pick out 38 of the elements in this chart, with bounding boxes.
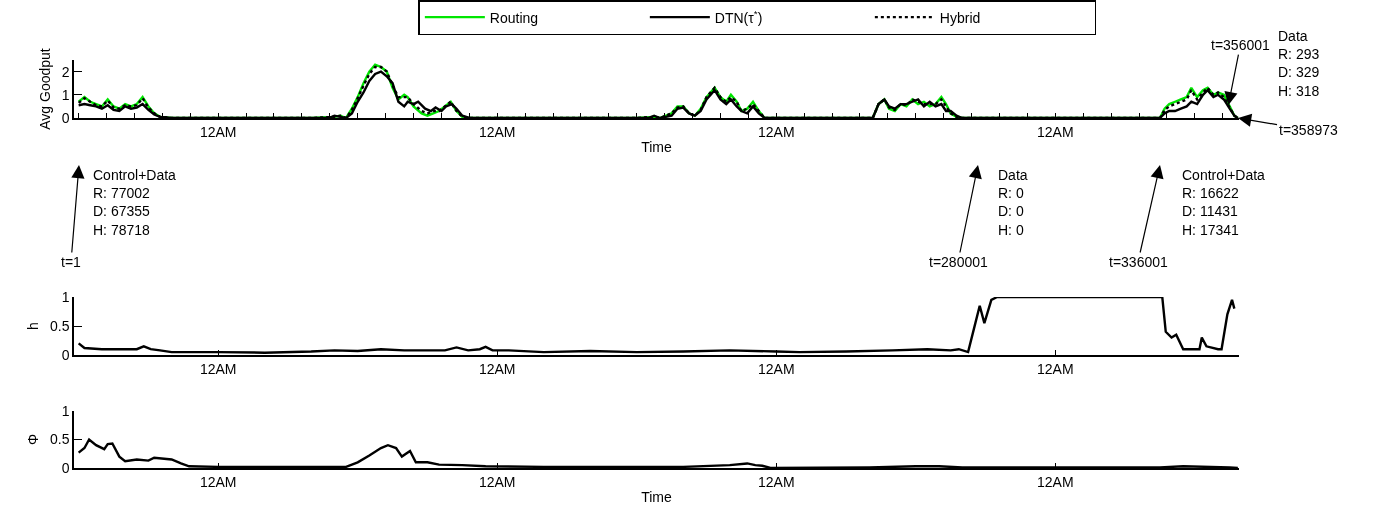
x-tick-label: 12AM xyxy=(757,123,795,140)
x-tick-label: 12AM xyxy=(478,123,516,140)
text: t=1 xyxy=(61,254,82,270)
x-tick-label: 12AM xyxy=(199,360,237,377)
text: Data R: 0 D: 0 H: 0 xyxy=(998,167,1028,238)
y-tick-label: 0 xyxy=(61,459,70,476)
x-tick-label: 12AM xyxy=(478,360,516,377)
y-tick-label: 0.5 xyxy=(49,431,70,448)
text: Control+Data R: 77002 D: 67355 H: 78718 xyxy=(93,167,177,238)
legend-label: DTN(τ$^{*}$) xyxy=(714,7,763,26)
text: t=336001 xyxy=(1109,254,1168,270)
x-axis-title: Time xyxy=(641,139,673,156)
x-tick-label: 12AM xyxy=(199,123,237,140)
x-axis-title: Time xyxy=(641,489,673,506)
y-tick-label: 0.5 xyxy=(49,317,70,334)
legend-label: Hybrid xyxy=(939,9,981,26)
y-axis-title: Avg Goodput xyxy=(36,48,53,130)
y-axis-title: Φ xyxy=(25,433,42,446)
y-tick-label: 1 xyxy=(61,86,70,103)
legend-label: Routing xyxy=(489,9,539,26)
y-axis-title: h xyxy=(25,322,42,330)
y-tick-label: 0 xyxy=(61,346,70,363)
annotation: t=358973 xyxy=(1279,122,1338,138)
text: Data R: 293 D: 329 H: 318 xyxy=(1278,28,1320,99)
x-tick-label: 12AM xyxy=(1037,123,1074,140)
y-tick-label: 0 xyxy=(61,109,70,126)
x-tick-label: 12AM xyxy=(478,473,516,490)
y-tick-label: 2 xyxy=(61,63,70,80)
text: Control+Data R: 16622 D: 11431 H: 17341 xyxy=(1182,167,1266,238)
x-tick-label: 12AM xyxy=(757,360,795,377)
x-tick-label: 12AM xyxy=(1037,360,1074,377)
x-tick-label: 12AM xyxy=(1037,473,1074,490)
y-tick-label: 1 xyxy=(61,288,70,305)
annotation: t=356001 xyxy=(1211,37,1270,53)
y-tick-label: 1 xyxy=(61,402,70,419)
x-tick-label: 12AM xyxy=(757,473,795,490)
text: t=280001 xyxy=(929,254,988,270)
x-tick-label: 12AM xyxy=(199,473,237,490)
